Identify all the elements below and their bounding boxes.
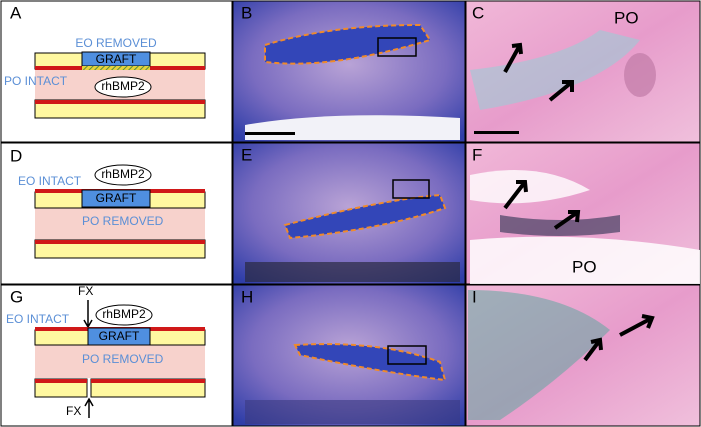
panel-label: C xyxy=(472,3,484,22)
factor-blob xyxy=(94,164,152,186)
graft xyxy=(87,327,151,346)
tissue xyxy=(468,290,610,420)
arrow xyxy=(503,180,528,210)
panel-label: F xyxy=(472,145,482,164)
graft-outline xyxy=(283,193,447,240)
side-text: PO REMOVED xyxy=(82,352,164,366)
zoom-box xyxy=(392,179,430,199)
side-text: PO INTACT xyxy=(4,74,68,88)
scale-bar xyxy=(245,132,295,135)
tissue xyxy=(470,236,700,284)
tissue xyxy=(245,115,460,140)
factor-text: rhBMP2 xyxy=(101,167,145,181)
fracture-text: FX xyxy=(78,284,93,298)
factor-text: rhBMP2 xyxy=(102,307,146,321)
endosteum xyxy=(35,240,205,244)
arrow xyxy=(548,80,574,102)
endosteum xyxy=(35,379,87,383)
tissue xyxy=(245,262,460,282)
top-text: EO REMOVED xyxy=(75,36,157,50)
hatch xyxy=(82,66,150,70)
graft-outline xyxy=(293,343,447,382)
annotation: PO xyxy=(614,8,639,27)
panel-label: B xyxy=(241,3,252,22)
side-text: PO REMOVED xyxy=(82,214,164,228)
factor-text: rhBMP2 xyxy=(101,79,145,93)
scale-bar xyxy=(474,131,519,134)
annotation: PO xyxy=(572,257,597,276)
endosteum xyxy=(35,100,205,104)
arrow xyxy=(84,397,94,418)
panel-label: D xyxy=(10,146,22,165)
row: A GRAFT EO REMOVED PO INTACT rhBMP2 B C … xyxy=(0,0,701,143)
top-text: EO INTACT xyxy=(6,312,70,326)
marrow xyxy=(35,208,205,240)
tissue xyxy=(624,53,656,97)
graft-text: GRAFT xyxy=(96,191,137,205)
graft-outline xyxy=(264,23,432,65)
row: G FX GRAFT rhBMP2 EO INTACT PO REMOVED F… xyxy=(0,284,701,427)
panel-label: E xyxy=(241,145,252,164)
graft xyxy=(81,189,151,208)
tissue xyxy=(470,30,640,110)
graft-text: GRAFT xyxy=(96,52,137,66)
zoom-box xyxy=(377,37,417,57)
arrow xyxy=(553,210,581,230)
factor-blob xyxy=(95,304,153,326)
fracture-text: FX xyxy=(66,404,81,418)
arrow xyxy=(503,42,523,73)
arrow xyxy=(583,337,603,362)
factor-blob xyxy=(94,76,152,98)
tissue xyxy=(245,400,460,424)
tissue xyxy=(470,170,590,204)
row: D GRAFT rhBMP2 EO INTACT PO REMOVED E F … xyxy=(0,142,701,285)
panel-label: I xyxy=(472,287,477,306)
endosteum xyxy=(91,379,205,383)
panel-label: G xyxy=(10,287,23,306)
panel-label: A xyxy=(10,3,22,22)
arrow xyxy=(619,314,655,337)
graft-text: GRAFT xyxy=(99,329,140,343)
marrow xyxy=(35,345,205,378)
zoom-box xyxy=(387,345,427,365)
panel-label: H xyxy=(241,287,253,306)
top-text: EO INTACT xyxy=(18,174,82,188)
